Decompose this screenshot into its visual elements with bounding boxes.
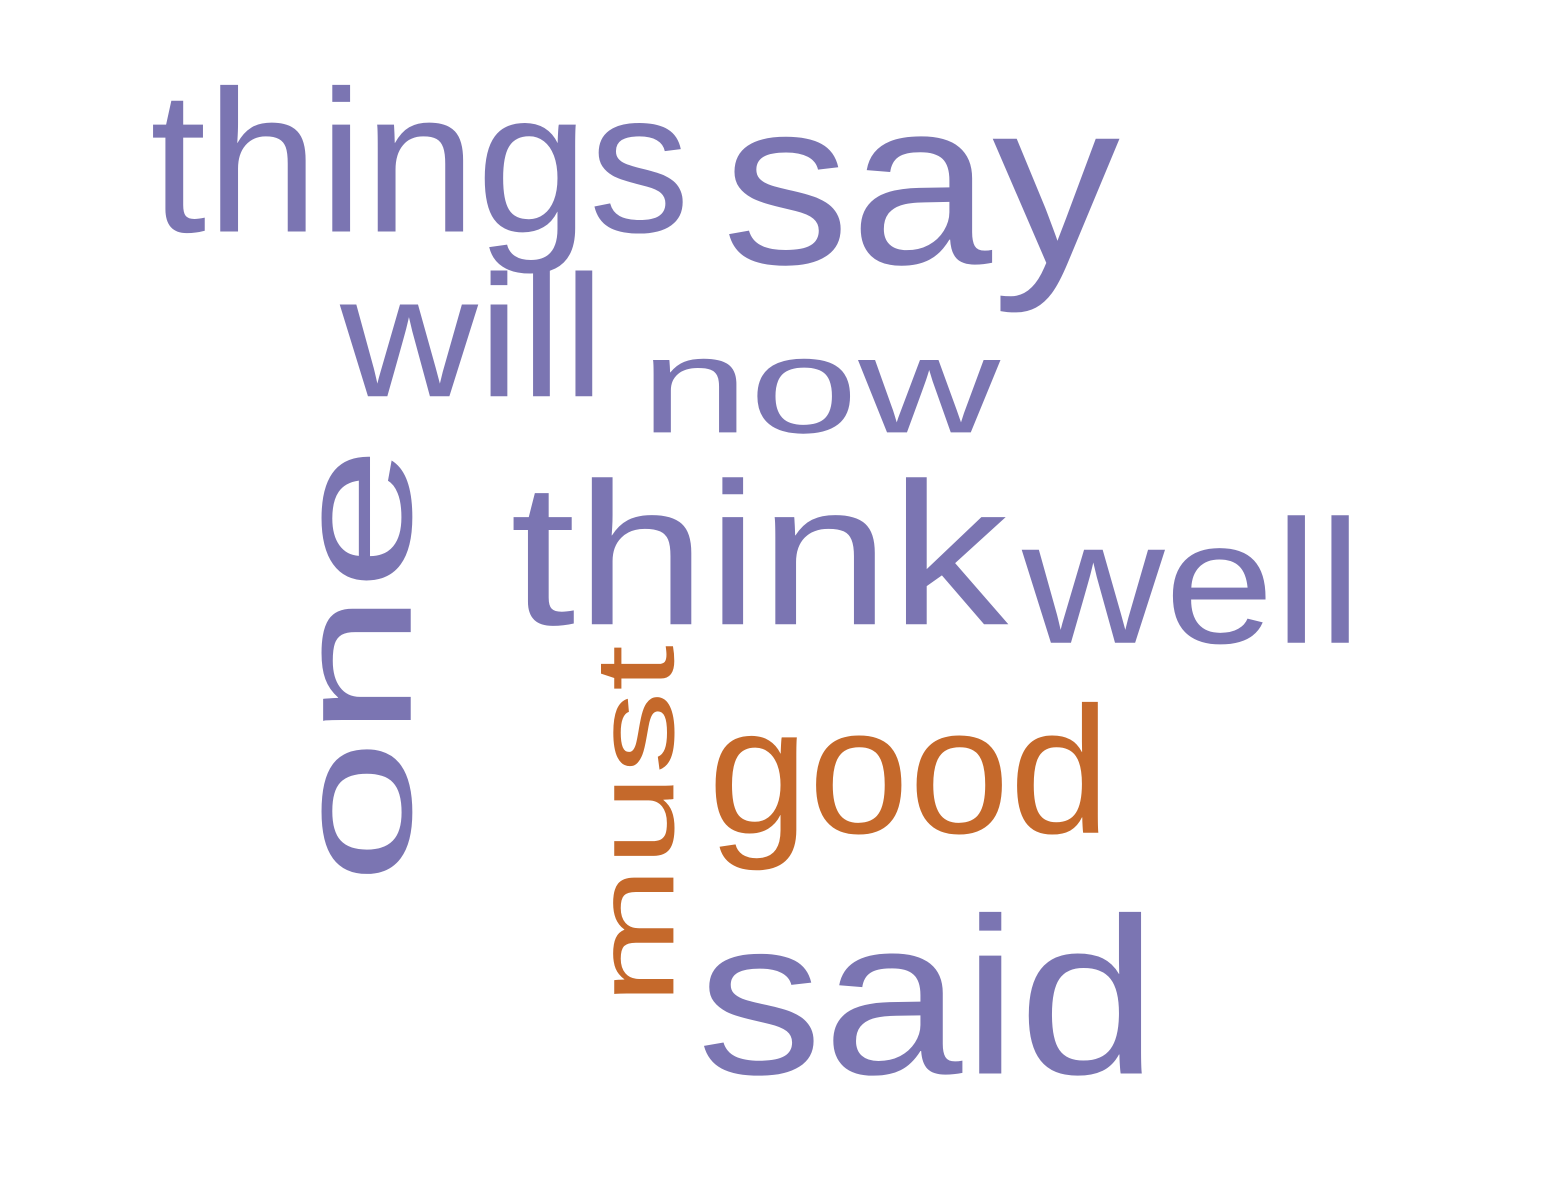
word-will: will	[340, 239, 605, 434]
word-think: think	[510, 440, 1008, 667]
word-said: said	[697, 872, 1158, 1122]
word-one: one	[261, 445, 447, 885]
word-things: things	[150, 48, 690, 276]
word-well: well	[1022, 484, 1362, 681]
word-now: now	[640, 308, 1001, 462]
word-good: good	[708, 670, 1110, 872]
word-must: must	[572, 645, 698, 1005]
word-say: say	[722, 51, 1120, 315]
